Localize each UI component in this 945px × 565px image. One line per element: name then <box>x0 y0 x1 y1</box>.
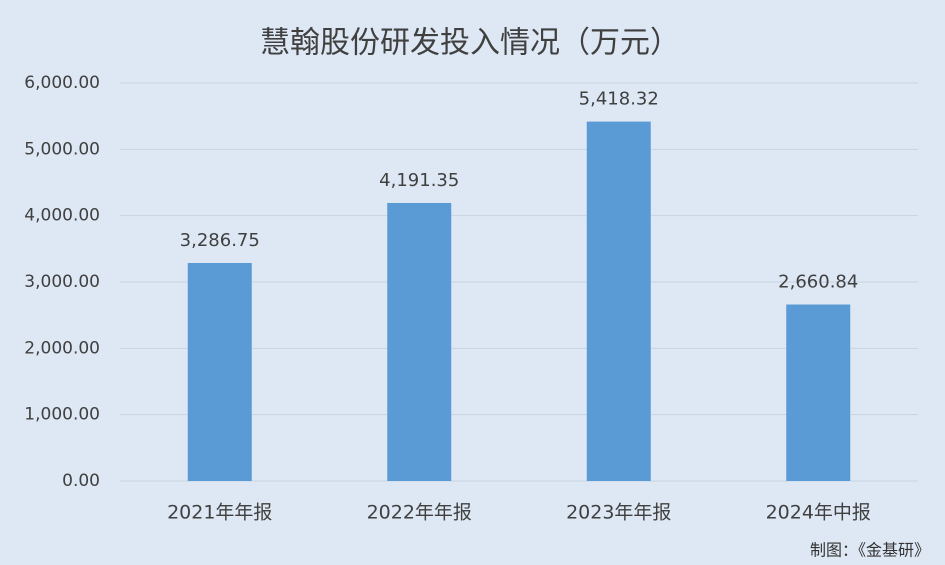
source-note: 制图：《金基研》 <box>810 541 930 560</box>
y-tick-label: 1,000.00 <box>24 405 100 425</box>
value-label: 5,418.32 <box>579 89 659 110</box>
x-tick-label: 2022年年报 <box>367 502 472 524</box>
value-label: 2,660.84 <box>778 271 858 292</box>
x-tick-label: 2023年年报 <box>566 502 671 524</box>
value-label: 4,191.35 <box>379 170 459 191</box>
x-tick-label: 2024年中报 <box>766 502 871 524</box>
y-tick-label: 3,000.00 <box>24 272 100 292</box>
bar <box>387 202 452 481</box>
y-tick-label: 2,000.00 <box>24 338 100 358</box>
y-tick-label: 5,000.00 <box>24 139 100 159</box>
chart-title: 慧翰股份研发投入情况（万元） <box>260 26 680 61</box>
x-tick-label: 2021年年报 <box>167 502 272 524</box>
y-tick-label: 6,000.00 <box>24 73 100 93</box>
bar <box>187 262 252 481</box>
bar <box>786 304 851 481</box>
y-tick-label: 4,000.00 <box>24 206 100 226</box>
y-tick-label: 0.00 <box>62 471 100 491</box>
bar <box>586 121 651 481</box>
value-label: 3,286.75 <box>180 230 260 251</box>
